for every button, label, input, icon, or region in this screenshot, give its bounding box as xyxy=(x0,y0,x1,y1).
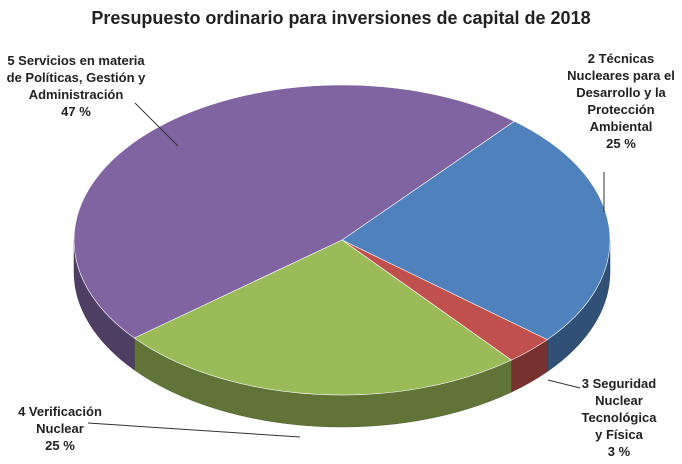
leader-line xyxy=(87,422,301,438)
slice-label: 4 Verificación Nuclear 25 % xyxy=(2,403,118,454)
slice-label: 3 Seguridad Nuclear Tecnológica y Física… xyxy=(578,375,660,460)
slice-label: 5 Servicios en materia de Políticas, Ges… xyxy=(2,52,150,120)
value-label: 25 % xyxy=(45,438,75,453)
category-label: 2 Técnicas Nucleares para el Desarrollo … xyxy=(567,51,675,134)
category-label: 3 Seguridad Nuclear Tecnológica y Física xyxy=(581,376,657,442)
slice xyxy=(341,120,611,340)
value-label: 3 % xyxy=(607,444,631,459)
leader-line xyxy=(134,102,179,147)
category-label: 4 Verificación Nuclear xyxy=(18,404,102,436)
category-label: 5 Servicios en materia de Políticas, Ges… xyxy=(6,53,146,102)
value-label: 47 % xyxy=(61,104,91,119)
pie xyxy=(73,84,611,428)
slice xyxy=(133,239,512,396)
slice-label: 2 Técnicas Nucleares para el Desarrollo … xyxy=(560,50,682,152)
leader-line xyxy=(547,379,581,389)
slice xyxy=(73,84,515,339)
pie-tops xyxy=(73,84,611,396)
value-label: 25 % xyxy=(606,136,636,151)
chart-title: Presupuesto ordinario para inversiones d… xyxy=(91,8,591,28)
